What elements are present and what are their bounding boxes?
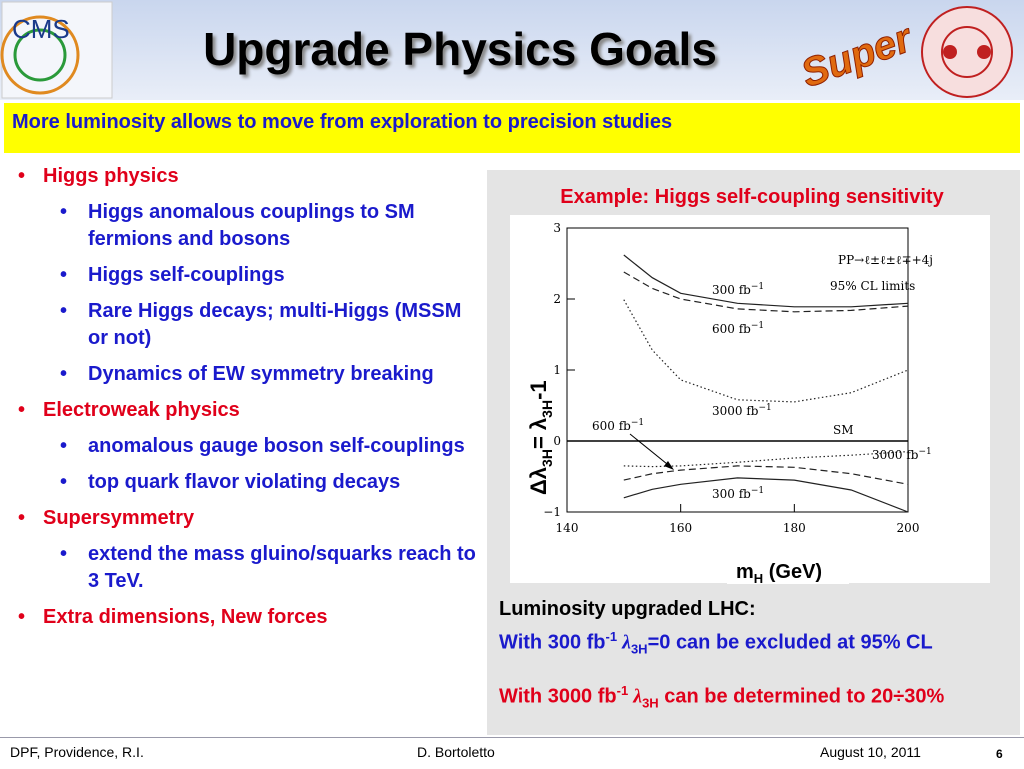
text-part: =0 can be excluded at 95% CL [647,631,933,654]
x-label-bg [727,558,849,584]
y-axis-label: Δλ3H= λ3H-1 [526,380,555,495]
text-part: With 3000 fb [499,685,617,708]
bullet: Supersymmetry [10,505,482,532]
plot-frame [566,227,909,513]
sub-bullet: Higgs anomalous couplings to SM fermions… [10,199,482,253]
annotation-sup: −1 [751,321,764,331]
summary-line: With 300 fb-1 λ3H=0 can be excluded at 9… [499,627,1014,660]
curve [623,254,909,308]
logo-left: CMS [0,1,113,99]
annotation-sup: −1 [918,447,931,457]
x-tick-label: 180 [783,521,806,535]
sub-bullet: Rare Higgs decays; multi-Higgs (MSSM or … [10,298,482,352]
label-part: 3H [539,449,555,467]
label-part: m [736,561,754,583]
title: Upgrade Physics Goals [203,23,717,75]
label-part: -1 [526,380,551,400]
text-part: λ [617,631,631,654]
annotation-text: 3000 fb [872,448,919,462]
summary-line: With 3000 fb-1 λ3H can be determined to … [499,681,1014,714]
y-tick-label: 1 [553,363,561,377]
text-part: -1 [616,683,629,698]
header [0,0,1024,100]
x-tick-label: 200 [897,521,920,535]
sub-bullet: Higgs self-couplings [10,262,482,289]
annotation-text: 95% CL limits [830,279,915,293]
bullet-list: Higgs physics Higgs anomalous couplings t… [10,163,482,640]
sub-bullet: top quark flavor violating decays [10,469,482,496]
x-axis-label: mH (GeV) [736,561,822,586]
x-tick-label: 140 [556,521,579,535]
plot-annotation: 3000 fb−1 [872,447,932,462]
footer-date: August 10, 2011 [820,744,921,760]
footer-left: DPF, Providence, R.I. [10,744,144,760]
plot-annotation: SM [833,423,854,437]
label-part: 3H [539,400,555,418]
annotation-sup: −1 [758,403,771,413]
summary-heading: Luminosity upgraded LHC: [499,598,756,620]
text-part: 3H [642,695,659,711]
banner-text: More luminosity allows to move from expl… [12,111,673,133]
curve [623,477,909,513]
y-tick-label: 0 [553,434,561,448]
annotation-sup: −1 [631,418,644,428]
sub-bullet: anomalous gauge boson self-couplings [10,433,482,460]
sub-bullet: extend the mass gluino/squarks reach to … [10,541,482,595]
banner: More luminosity allows to move from expl… [4,103,1020,153]
footer: DPF, Providence, R.I. D. Bortoletto Augu… [0,737,1024,769]
plot-area [510,215,990,583]
y-tick-label: 3 [553,221,561,235]
plot-annotation: 600 fb−1 [712,321,764,336]
plot-annotation: 95% CL limits [830,279,915,293]
annotation-text: 3000 fb [712,404,759,418]
text-part: 3H [630,641,648,657]
text-part: With 300 fb [499,631,606,654]
annotation-text: 300 fb [712,487,751,501]
annotation-sup: −1 [751,486,764,496]
plot: 140 160 180 200 −1 0 1 2 3 PP→ℓ±ℓ±ℓ∓+4j 95% CL lim… [526,221,933,586]
plot-annotation: 300 fb−1 [712,282,764,297]
plot-annotation: 3000 fb−1 [712,403,772,418]
arrow [629,433,673,469]
label-part: (GeV) [763,561,822,583]
curve [623,299,909,403]
y-tick-label: −1 [543,505,561,519]
annotation-text: 300 fb [712,283,751,297]
annotation-text: 600 fb [712,322,751,336]
label-part: = λ [526,418,551,449]
plot-title: Example: Higgs self-coupling sensitivity [560,186,944,208]
text-part: λ [628,685,643,708]
bullet: Extra dimensions, New forces [10,604,482,631]
label-part: Δλ [526,467,551,495]
curve [623,465,909,485]
curve [623,271,909,313]
plot-annotation: 300 fb−1 [712,486,764,501]
page-number: 6 [996,747,1003,761]
y-tick-label: 2 [553,292,561,306]
logo-text: CMS [12,14,70,44]
label-part: H [754,571,763,586]
summary-box: Luminosity upgraded LHC: With 300 fb-1 λ… [487,595,1020,735]
sub-bullet: Dynamics of EW symmetry breaking [10,361,482,388]
annotation-sup: −1 [751,282,764,292]
plot-annotation: 600 fb−1 [592,418,644,433]
annotation-text: SM [833,423,854,437]
text-part: can be determined to 20÷30% [658,685,945,708]
annotation-text: 600 fb [592,419,631,433]
plot-annotation: PP→ℓ±ℓ±ℓ∓+4j [838,253,933,267]
annotation-text: PP→ℓ±ℓ±ℓ∓+4j [838,253,933,267]
arrow-head [664,461,674,470]
bullet: Higgs physics [10,163,482,190]
x-tick-label: 160 [669,521,692,535]
logo-right: Super [795,6,1013,98]
bullet: Electroweak physics [10,397,482,424]
curve [623,451,909,468]
footer-center: D. Bortoletto [417,744,495,760]
text-part: -1 [605,629,618,644]
